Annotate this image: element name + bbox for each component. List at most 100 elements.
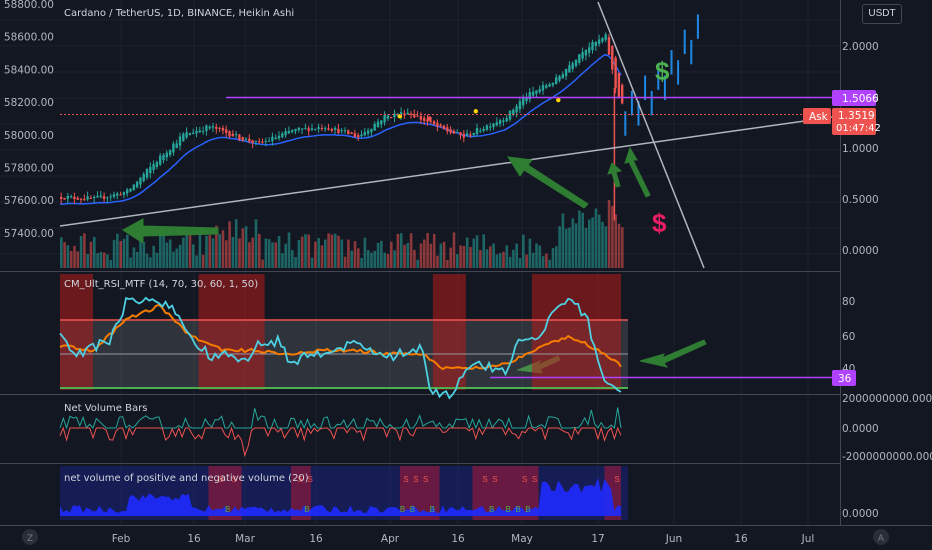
volume-bar [525,254,528,268]
candle [551,82,555,88]
volume-bar [502,251,505,268]
arrow-left [122,218,219,244]
volume-bar [479,250,482,268]
candle [452,128,456,134]
time-axis[interactable]: Feb 16 Mar 16 Apr 16 May 17 Jun 16 Jul [112,533,815,545]
candle [119,191,122,196]
candle [390,116,393,119]
volume-bar [261,259,264,268]
candle [201,126,205,135]
volume-bar [238,238,241,268]
projection-bar [670,50,673,75]
candle [498,118,502,127]
volume-bar [459,245,462,268]
candle [172,141,175,156]
volume-bar [492,243,495,268]
candle [561,71,564,79]
right-axis-label: 0.0000 [842,245,879,257]
svg-text:01:47:42: 01:47:42 [836,123,881,134]
candle [96,191,99,198]
candle [211,122,215,133]
signal-label-b: B [400,505,405,514]
volume-bar [508,256,512,268]
rsi-signal-line [59,303,622,371]
uptrend-line[interactable] [59,115,841,227]
candle [294,128,297,135]
arrow-rsi-left [639,339,707,368]
candle [205,124,208,136]
candle [192,128,195,135]
nvp-area [60,477,621,516]
downtrend-line[interactable] [597,1,705,269]
volume-bar [201,254,205,268]
volume-bar [442,241,446,268]
rsi-pane[interactable] [59,274,840,400]
netvol-axis-label: 0.0000 [842,423,879,435]
signal-label-b: B [515,505,520,514]
projection-bar [650,90,653,116]
signal-label-b: B [489,505,494,514]
candle [129,188,132,193]
candle [406,108,409,115]
candle [505,114,508,123]
candle [327,123,330,131]
right-price-axis[interactable]: 2.00001.50001.00000.50000.00008060402000… [842,41,932,520]
right-axis-label: 2.0000 [842,41,879,53]
candle [79,197,83,204]
currency-button[interactable]: USDT [862,4,902,24]
volume-bar [604,226,608,268]
signal-label-s: S [614,475,619,484]
volume-bar [145,253,149,268]
volume-bar [535,243,538,268]
signal-dot [397,114,403,119]
time-axis-label: 16 [451,533,465,545]
nvp-red-zone [291,466,311,520]
volume-bar [416,259,419,268]
volume-bar [350,250,353,268]
net-volume-pane[interactable] [59,407,622,458]
candle [614,55,617,94]
rsi-red-zone [198,274,265,390]
volume-bar [109,259,113,268]
candle [459,131,462,140]
candle [604,32,607,43]
volume-bar [291,250,294,268]
volume-bar [396,233,400,268]
volume-bar [551,248,555,268]
volume-bar [376,242,380,268]
signal-label-s: S [482,475,487,484]
volume-bar [456,254,459,268]
candle [63,197,66,200]
signal-dots [397,97,561,121]
volume-bar [185,234,188,268]
candle [581,47,584,62]
candle [333,126,337,135]
volume-bar [370,252,373,268]
volume-bar [360,257,363,268]
volume-bar [192,244,195,268]
candle [135,180,139,189]
volume-bar [327,233,330,268]
volume-bar [495,254,499,268]
signal-label-s: S [532,475,537,484]
left-price-axis[interactable]: 58800.00 58600.00 58400.00 58200.00 58000.00… [4,0,54,240]
candle [73,192,76,204]
candle [495,117,498,127]
volume-bar [393,250,396,268]
volume-bar [564,228,568,268]
volume-bar [287,232,291,268]
volume-bar [116,233,119,268]
left-axis-label: 57800.00 [4,163,54,175]
nvp-pane[interactable]: S S S S S S S S S S S SB B B B B B B B B [60,466,628,520]
left-axis-label: 57600.00 [4,195,54,207]
signal-label-b: B [225,505,230,514]
zoom-button[interactable]: Z [22,529,38,545]
volume-bar [383,252,386,268]
auto-scale-button[interactable]: A [873,529,889,545]
signal-label-s: S [413,475,418,484]
volume-bars [60,200,624,268]
volume-bar [439,243,443,268]
arrow-up-small [607,162,623,188]
volume-bar [515,243,518,268]
